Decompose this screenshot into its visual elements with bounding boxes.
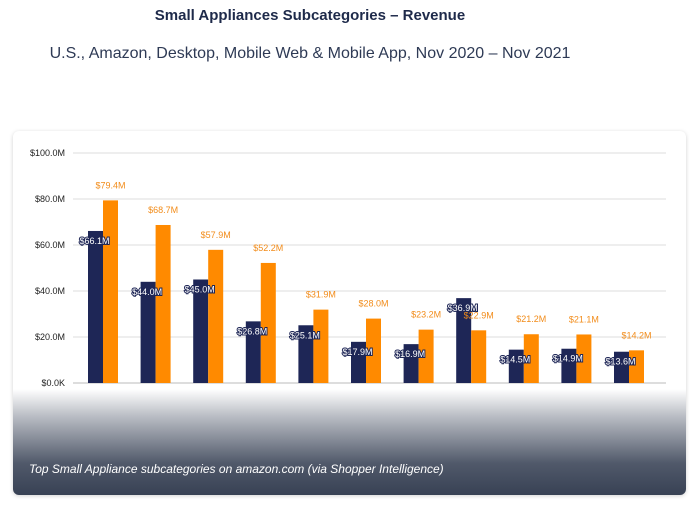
bar-series-b bbox=[260, 262, 276, 383]
data-label-series-b: $79.4M bbox=[95, 180, 125, 190]
bar-series-a bbox=[561, 348, 577, 383]
bar-series-a bbox=[88, 230, 103, 383]
bar-series-b bbox=[155, 224, 171, 383]
bar-series-a bbox=[403, 344, 419, 383]
page-subtitle: U.S., Amazon, Desktop, Mobile Web & Mobi… bbox=[49, 45, 571, 62]
bar-series-b bbox=[418, 329, 434, 383]
bar-series-b bbox=[313, 309, 329, 383]
y-tick-label: $20.0M bbox=[35, 332, 65, 342]
data-label-series-b: $57.9M bbox=[201, 230, 231, 240]
data-label-series-b: $23.2M bbox=[411, 310, 441, 320]
data-label-series-b: $22.9M bbox=[464, 310, 494, 320]
chart-card: $0.0K $20.0M $40.0M $60.0M $80.0M $100.0M $79.… bbox=[13, 131, 686, 495]
bar-series-a bbox=[456, 298, 472, 383]
data-label-series-b: $14.2M bbox=[621, 330, 651, 340]
bar-series-a bbox=[245, 321, 261, 383]
bar-series-b bbox=[208, 249, 224, 383]
data-label-series-a: $13.6M bbox=[605, 357, 635, 367]
y-tick-label: $100.0M bbox=[30, 148, 65, 158]
data-label-series-a: $25.1M bbox=[290, 330, 320, 340]
y-tick-label: $80.0M bbox=[35, 194, 65, 204]
data-label-series-a: $14.5M bbox=[500, 355, 530, 365]
y-tick-label: $0.0K bbox=[41, 378, 65, 388]
data-label-series-a: $45.0M bbox=[185, 285, 215, 295]
data-label-series-b: $31.9M bbox=[306, 290, 336, 300]
data-label-series-a: $16.9M bbox=[395, 349, 425, 359]
data-label-series-a: $36.9M bbox=[448, 303, 478, 313]
data-label-series-a: $26.8M bbox=[237, 326, 267, 336]
y-tick-label: $60.0M bbox=[35, 240, 65, 250]
bar-series-b bbox=[103, 200, 118, 383]
data-label-series-b: $21.2M bbox=[516, 314, 546, 324]
chart-caption: Top Small Appliance subcategories on ama… bbox=[29, 462, 444, 476]
bar-series-a bbox=[351, 341, 366, 383]
bar-series-a bbox=[140, 281, 156, 383]
data-label-series-b: $21.1M bbox=[569, 314, 599, 324]
bar-series-b bbox=[629, 350, 644, 383]
data-label-series-a: $17.9M bbox=[342, 347, 372, 357]
data-label-series-b: $52.2M bbox=[253, 243, 283, 253]
bar-series-a bbox=[614, 351, 629, 383]
card-shade bbox=[13, 389, 686, 495]
bar-series-b bbox=[366, 318, 381, 383]
page-title: Small Appliances Subcategories – Revenue bbox=[154, 7, 466, 24]
bar-series-a bbox=[193, 279, 209, 383]
bar-series-a bbox=[298, 325, 314, 383]
data-label-series-b: $68.7M bbox=[148, 205, 178, 215]
bar-series-b bbox=[523, 334, 539, 383]
bar-series-b bbox=[576, 334, 592, 383]
data-label-series-a: $14.9M bbox=[553, 354, 583, 364]
data-label-series-b: $28.0M bbox=[358, 299, 388, 309]
bar-series-a bbox=[508, 349, 524, 383]
y-tick-label: $40.0M bbox=[35, 286, 65, 296]
data-label-series-a: $44.0M bbox=[132, 287, 162, 297]
bar-series-b bbox=[471, 330, 487, 383]
data-label-series-a: $66.1M bbox=[79, 236, 109, 246]
